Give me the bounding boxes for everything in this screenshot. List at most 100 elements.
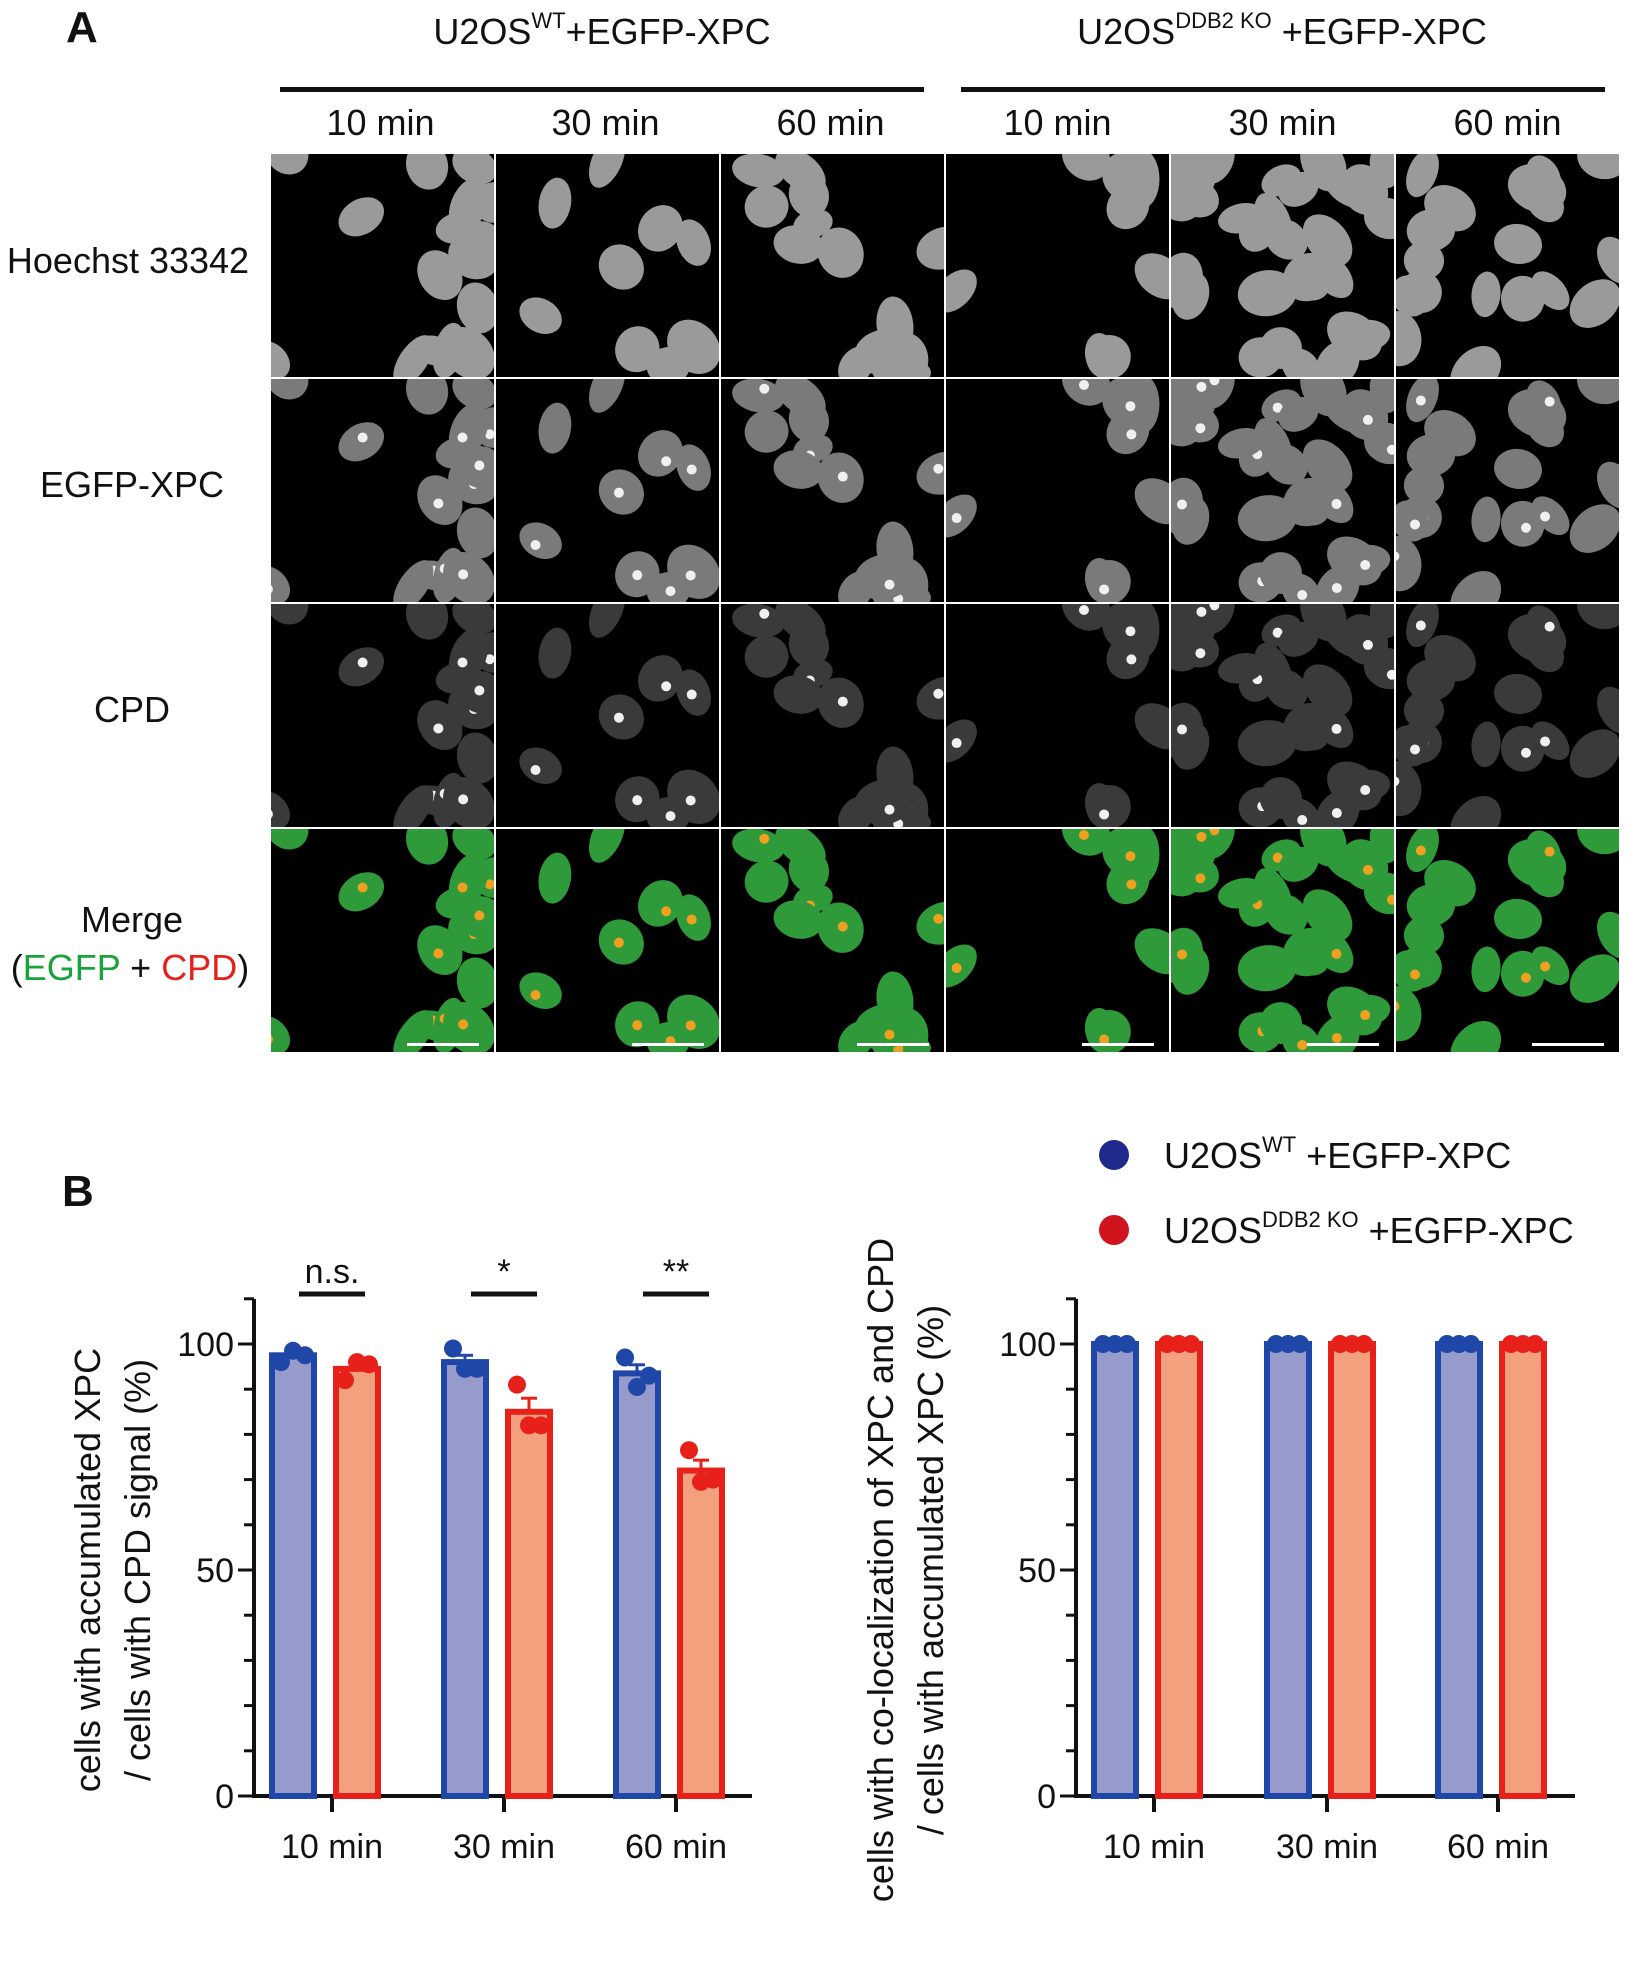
nucleus	[1102, 378, 1150, 427]
nucleus	[788, 173, 830, 218]
scale-bar	[1532, 1043, 1604, 1046]
focus-spot	[433, 948, 444, 959]
focus-spot	[1360, 785, 1371, 796]
nucleus	[452, 828, 495, 860]
nucleus	[773, 900, 824, 939]
focus-spot	[1331, 948, 1342, 959]
focus-spot	[632, 1020, 643, 1031]
nucleus	[1597, 236, 1620, 284]
micrograph-panel	[269, 827, 496, 1054]
y-tick-label: 50	[196, 1552, 234, 1590]
nucleus	[588, 378, 626, 413]
nucleus	[854, 554, 914, 600]
row-label-merge-channels: (EGFP + CPD)	[11, 947, 249, 988]
micrograph-panel	[1394, 602, 1621, 829]
nucleus	[1531, 946, 1570, 985]
y-tick-label: 0	[215, 1778, 234, 1816]
focus-spot	[1297, 815, 1308, 826]
data-point	[272, 1353, 290, 1372]
nucleus	[448, 178, 489, 234]
nucleus	[773, 450, 824, 489]
nucleus	[1364, 872, 1395, 915]
nucleus	[1293, 485, 1331, 526]
focus-spot	[1078, 605, 1089, 616]
y-axis-label-line1: cells with accumulated XPC	[67, 1348, 108, 1792]
nucleus	[1424, 185, 1476, 232]
nucleus	[638, 655, 683, 702]
focus-spot	[1386, 669, 1395, 680]
focus-spot	[933, 463, 944, 474]
nucleus	[1302, 889, 1353, 942]
nucleus	[788, 848, 830, 893]
x-tick-label: 60 min	[1447, 1828, 1549, 1866]
nucleus	[1424, 860, 1476, 907]
data-point	[1291, 1335, 1309, 1353]
focus-spot	[1195, 423, 1206, 434]
timepoint-label: 60 min	[1453, 102, 1561, 143]
focus-spot	[1360, 560, 1371, 571]
nucleus	[1494, 448, 1542, 489]
micrograph-panel	[494, 827, 721, 1054]
focus-spot	[1196, 381, 1207, 392]
nucleus	[744, 185, 789, 228]
focus-spot	[1125, 626, 1136, 637]
bar-ko-10min	[1155, 1341, 1203, 1799]
nucleus	[1175, 404, 1219, 443]
chart-xpc-accumulation: 0 50 100 10 min n.s. 30 min * 60 min ** cells wit…	[67, 1253, 752, 1866]
chart-colocalization: 0 50 100 10 min 30 min 60 min cells with co-lo…	[860, 1238, 1575, 1902]
nucleus	[1281, 348, 1320, 378]
focus-spot	[1099, 1034, 1110, 1045]
focus-spot	[1362, 639, 1373, 650]
focus-spot	[759, 383, 770, 394]
focus-spot	[1272, 402, 1283, 413]
nucleus	[588, 828, 626, 863]
focus-spot	[1360, 1010, 1371, 1021]
focus-spot	[837, 471, 848, 482]
nucleus	[393, 1010, 434, 1053]
bar-wt-60min	[613, 1370, 661, 1799]
nucleus	[519, 747, 562, 784]
micrograph-panel	[494, 152, 721, 379]
nucleus	[744, 635, 789, 678]
nucleus	[1237, 270, 1297, 317]
focus-spot	[474, 910, 485, 921]
focus-spot	[1099, 809, 1110, 820]
focus-spot	[270, 809, 273, 819]
nucleus	[1086, 559, 1131, 603]
focus-spot	[665, 811, 676, 822]
micrograph-panel	[944, 152, 1171, 379]
nucleus	[1237, 495, 1297, 542]
nucleus	[1526, 605, 1562, 647]
focus-spot	[457, 657, 468, 668]
data-point	[1118, 1335, 1136, 1353]
focus-spot	[1415, 620, 1426, 631]
nucleus	[456, 957, 495, 1009]
nucleus	[405, 153, 449, 190]
nucleus	[452, 603, 495, 635]
focus-spot	[1125, 401, 1136, 412]
timepoint-label: 10 min	[326, 102, 434, 143]
nucleus	[1569, 954, 1620, 1003]
focus-spot	[661, 906, 672, 917]
focus-spot	[270, 1034, 273, 1044]
data-point	[680, 1441, 698, 1460]
nucleus	[773, 225, 824, 264]
nucleus	[443, 552, 495, 603]
nucleus	[598, 244, 644, 290]
nucleus	[1134, 253, 1170, 300]
nucleus	[1278, 396, 1319, 432]
y-axis-label-line1: cells with co-localization of XPC and CP…	[860, 1238, 901, 1902]
nucleus	[744, 860, 789, 903]
data-point	[444, 1339, 462, 1358]
y-tick-label: 100	[177, 1326, 234, 1364]
focus-spot	[1177, 499, 1188, 510]
focus-spot	[1196, 606, 1207, 617]
nucleus	[1300, 828, 1347, 867]
focus-spot	[457, 432, 468, 443]
focus-spot	[530, 990, 541, 1001]
legend-label-ko: U2OSDDB2 KO +EGFP-XPC	[1164, 1207, 1574, 1251]
nucleus	[393, 335, 434, 378]
nucleus	[538, 627, 572, 679]
nucleus	[1577, 828, 1620, 855]
nucleus	[732, 828, 785, 863]
